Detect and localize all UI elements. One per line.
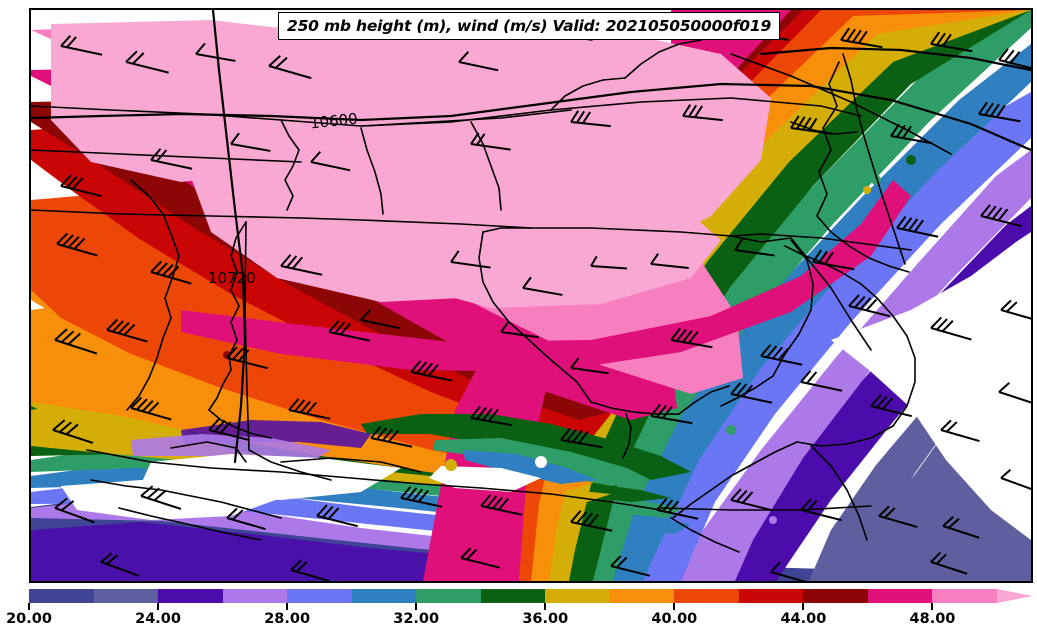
colorbar-band-20-22 <box>29 589 94 603</box>
colorbar-band-40-42 <box>674 589 739 603</box>
page-title: 250 mb height (m), wind (m/s) Valid: 202… <box>287 17 772 35</box>
map-plot-area[interactable] <box>29 8 1033 583</box>
contour-label-10720: 10720 <box>208 269 256 287</box>
colorbar-tick-24.00 <box>157 603 160 610</box>
colorbar-tick-label-20.00: 20.00 <box>6 611 52 627</box>
colorbar-band-26-28 <box>222 589 288 603</box>
map-title-box: 250 mb height (m), wind (m/s) Valid: 202… <box>278 12 781 40</box>
colorbar-tick-20.00 <box>28 603 30 610</box>
colorbar-band-22-24 <box>93 589 159 603</box>
colorbar-band-42-44 <box>738 589 804 603</box>
colorbar-tick-40.00 <box>673 603 676 610</box>
colorbar-tick-label-28.00: 28.00 <box>264 611 311 627</box>
colorbar-band-46-48 <box>867 589 933 603</box>
colorbar-band-24-26 <box>158 589 223 603</box>
colorbar-band-48-50 <box>932 589 997 603</box>
colorbar-band-34-36 <box>480 589 546 603</box>
colorbar-band-32-34 <box>416 589 481 603</box>
colorbar-band-28-30 <box>287 589 352 603</box>
colorbar-band-38-40 <box>609 589 675 603</box>
colorbar-tick-axis: 20.00 24.00 28.00 32.00 36.00 40.00 44.00 48.00 <box>6 603 1033 633</box>
colorbar-tick-28.00 <box>286 603 289 610</box>
colorbar-tick-label-32.00: 32.00 <box>393 611 440 627</box>
colorbar-tick-48.00 <box>931 603 934 610</box>
colorbar[interactable] <box>29 589 1033 603</box>
wind-speed-contour-map <box>31 10 1031 581</box>
colorbar-tick-label-24.00: 24.00 <box>135 611 181 627</box>
colorbar-band-30-32 <box>351 589 417 603</box>
colorbar-tick-44.00 <box>802 603 805 610</box>
colorbar-tick-36.00 <box>544 603 547 610</box>
colorbar-tick-label-40.00: 40.00 <box>651 611 698 627</box>
colorbar-tick-label-48.00: 48.00 <box>909 611 956 627</box>
colorbar-tick-32.00 <box>415 603 418 610</box>
colorbar-band-44-46 <box>803 589 868 603</box>
colorbar-tick-label-44.00: 44.00 <box>780 611 827 627</box>
colorbar-extend-arrow <box>997 589 1033 603</box>
colorbar-bands <box>29 589 997 603</box>
colorbar-band-36-38 <box>545 589 610 603</box>
colorbar-tick-label-36.00: 36.00 <box>522 611 569 627</box>
